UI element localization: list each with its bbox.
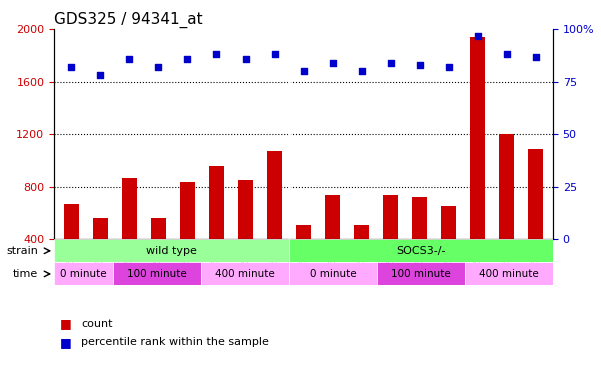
Bar	[209, 166, 224, 292]
Point	[299, 68, 308, 74]
Bar	[441, 206, 456, 292]
Text: percentile rank within the sample: percentile rank within the sample	[81, 337, 269, 347]
Text: SOCS3-/-: SOCS3-/-	[396, 246, 445, 256]
Text: wild type: wild type	[146, 246, 197, 256]
Point	[96, 72, 105, 78]
Text: 0 minute: 0 minute	[310, 269, 356, 279]
Bar	[180, 182, 195, 292]
Bar	[383, 195, 398, 292]
Text: 100 minute: 100 minute	[391, 269, 451, 279]
Bar	[470, 37, 485, 292]
Bar	[499, 134, 514, 292]
Point	[531, 54, 540, 60]
Bar	[122, 178, 137, 292]
Text: count: count	[81, 319, 112, 329]
FancyBboxPatch shape	[113, 262, 201, 285]
Text: 100 minute: 100 minute	[127, 269, 187, 279]
Text: 0 minute: 0 minute	[60, 269, 107, 279]
Point	[212, 52, 221, 57]
Point	[415, 62, 424, 68]
Text: 400 minute: 400 minute	[215, 269, 275, 279]
Point	[502, 52, 511, 57]
Point	[240, 56, 250, 61]
Point	[183, 56, 192, 61]
Point	[444, 64, 453, 70]
Text: GDS325 / 94341_at: GDS325 / 94341_at	[54, 12, 203, 28]
FancyBboxPatch shape	[377, 262, 465, 285]
Bar	[64, 204, 79, 292]
Point	[154, 64, 163, 70]
FancyBboxPatch shape	[289, 262, 377, 285]
Point	[124, 56, 134, 61]
Text: time: time	[13, 269, 38, 279]
Point	[473, 33, 483, 38]
Text: ■: ■	[60, 317, 72, 330]
FancyBboxPatch shape	[54, 239, 289, 262]
FancyBboxPatch shape	[54, 262, 113, 285]
Bar	[267, 152, 282, 292]
FancyBboxPatch shape	[289, 239, 553, 262]
Point	[386, 60, 395, 66]
Bar	[93, 218, 108, 292]
Text: strain: strain	[6, 246, 38, 256]
Point	[357, 68, 367, 74]
Bar	[528, 149, 543, 292]
Bar	[151, 218, 166, 292]
Bar	[238, 180, 253, 292]
Text: 400 minute: 400 minute	[479, 269, 538, 279]
Point	[270, 52, 279, 57]
Bar	[354, 225, 369, 292]
Point	[67, 64, 76, 70]
Bar	[296, 225, 311, 292]
Bar	[412, 197, 427, 292]
Text: ■: ■	[60, 336, 72, 349]
FancyBboxPatch shape	[201, 262, 289, 285]
Point	[328, 60, 337, 66]
FancyBboxPatch shape	[465, 262, 553, 285]
Bar	[325, 195, 340, 292]
